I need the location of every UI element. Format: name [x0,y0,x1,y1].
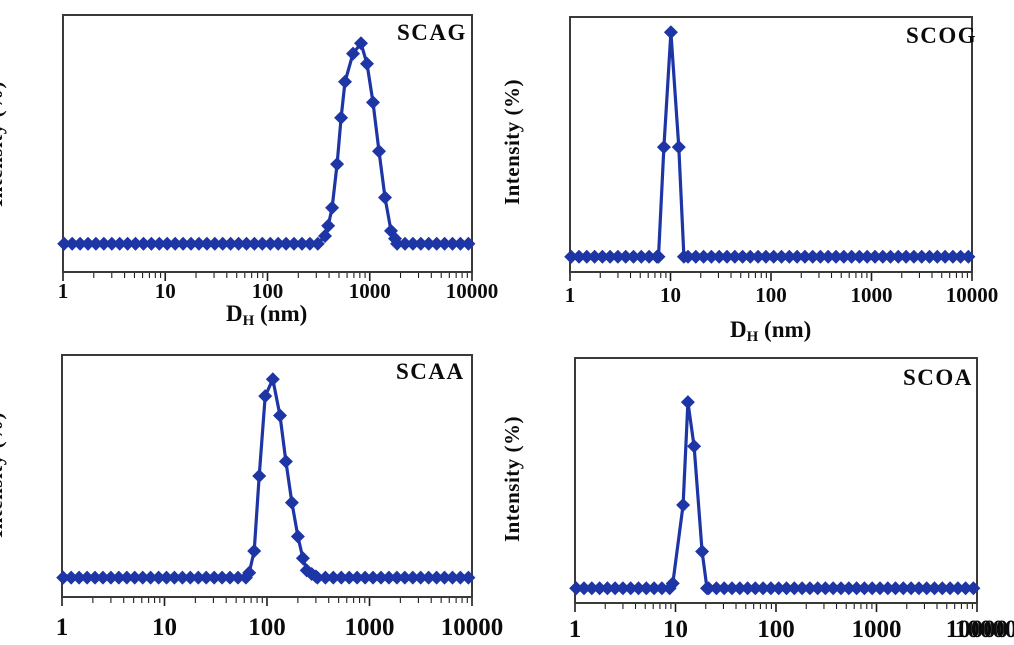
x-axis-label-subscript: H [746,329,759,345]
svg-text:100: 100 [248,614,286,641]
svg-text:10000: 10000 [946,283,999,307]
y-axis-label-scoa: Intensity (%) [500,415,524,543]
svg-text:1000: 1000 [851,283,893,307]
panel-title-scag: SCAG [397,20,467,45]
x-axis-label-scag: DH (nm) [226,301,307,330]
x-axis-label-base: D [730,317,747,342]
svg-text:100: 100 [757,616,795,643]
x-axis-label-unit: (nm) [758,317,812,342]
panel-title-scog: SCOG [906,23,978,48]
svg-text:1: 1 [569,616,582,643]
svg-text:1000: 1000 [349,279,391,303]
svg-text:10: 10 [663,616,688,643]
y-axis-label-scaa: Intensity (%) [0,411,7,539]
svg-text:10: 10 [660,283,681,307]
svg-text:10000: 10000 [446,279,499,303]
svg-text:1000: 1000 [852,616,902,643]
svg-text:1000: 1000 [345,614,395,641]
svg-text:10: 10 [152,614,177,641]
x-axis-label-scog: DH (nm) [730,317,811,346]
svg-text:10000: 10000 [946,616,1009,643]
svg-text:10000: 10000 [441,614,504,641]
x-axis-label-subscript: H [242,313,255,329]
svg-text:1: 1 [56,614,69,641]
y-axis-label-scog: Intensity (%) [500,78,524,206]
x-axis-label-unit: (nm) [254,301,308,326]
panel-title-scaa: SCAA [396,359,465,384]
svg-text:1: 1 [565,283,576,307]
svg-text:10: 10 [155,279,176,303]
svg-text:10000: 10000 [955,616,1014,643]
svg-text:100: 100 [252,279,284,303]
svg-text:1: 1 [58,279,69,303]
x-axis-label-base: D [226,301,243,326]
panel-title-scoa: SCOA [903,365,973,390]
svg-text:100: 100 [755,283,787,307]
y-axis-label-scag: Intensity (%) [0,80,7,208]
